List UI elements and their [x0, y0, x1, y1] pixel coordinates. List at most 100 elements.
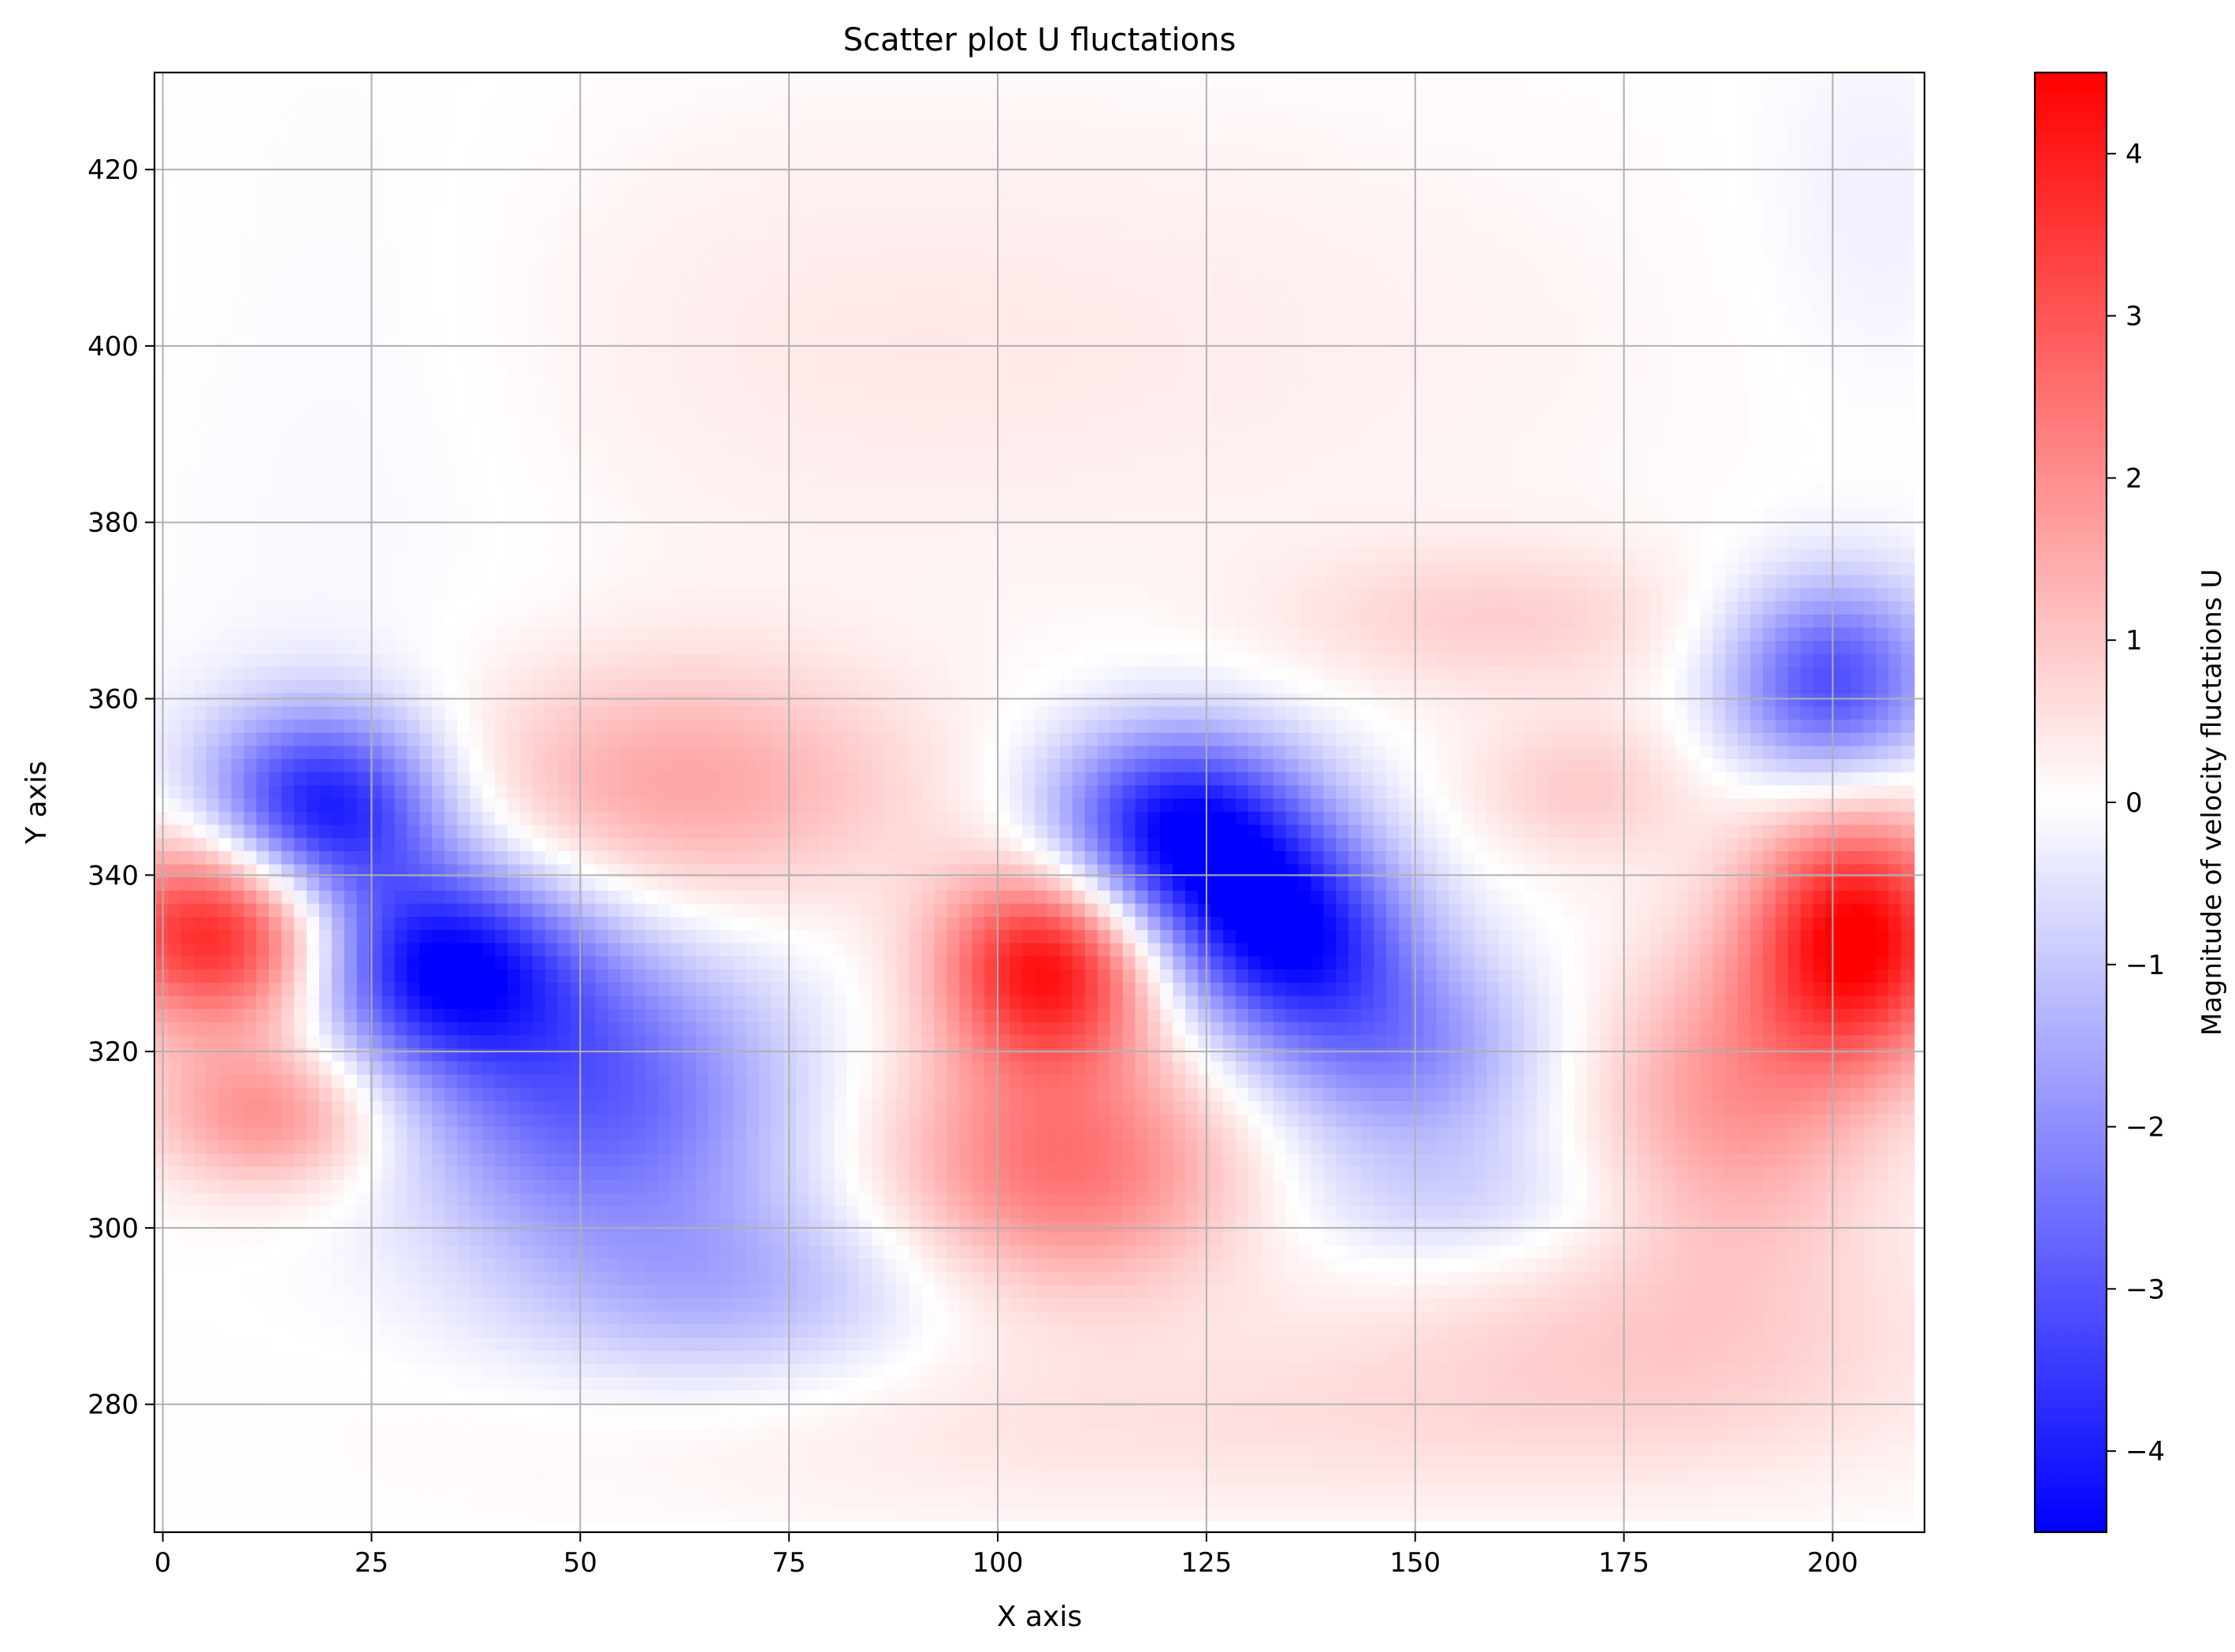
heatmap-cell — [595, 1192, 609, 1207]
heatmap-cell — [519, 547, 534, 562]
heatmap-cell — [633, 218, 647, 233]
heatmap-cell — [444, 928, 459, 943]
heatmap-cell — [168, 258, 183, 273]
heatmap-cell — [595, 218, 609, 233]
heatmap-cell — [356, 87, 371, 102]
heatmap-cell — [432, 731, 446, 746]
heatmap-cell — [658, 1192, 672, 1207]
heatmap-cell — [695, 311, 710, 326]
heatmap-cell — [294, 363, 308, 378]
heatmap-cell — [532, 1204, 547, 1219]
heatmap-cell — [281, 140, 296, 154]
heatmap-cell — [256, 311, 270, 326]
heatmap-cell — [381, 1310, 396, 1325]
heatmap-cell — [394, 429, 408, 444]
heatmap-cell — [269, 613, 283, 628]
heatmap-cell — [519, 468, 534, 483]
heatmap-cell — [444, 508, 459, 523]
heatmap-cell — [319, 1415, 333, 1430]
heatmap-cell — [658, 757, 672, 772]
heatmap-cell — [482, 902, 496, 917]
heatmap-cell — [519, 1060, 534, 1075]
heatmap-cell — [206, 1375, 220, 1390]
heatmap-cell — [432, 613, 446, 628]
heatmap-cell — [369, 1007, 384, 1022]
heatmap-cell — [193, 850, 208, 865]
heatmap-cell — [595, 87, 609, 102]
heatmap-cell — [344, 981, 359, 996]
heatmap-cell — [307, 1126, 321, 1140]
heatmap-cell — [180, 876, 195, 891]
heatmap-cell — [695, 1139, 710, 1154]
heatmap-cell — [231, 626, 245, 641]
heatmap-cell — [168, 1086, 183, 1101]
heatmap-cell — [180, 889, 195, 904]
heatmap-cell — [407, 521, 421, 536]
heatmap-cell — [206, 534, 220, 549]
heatmap-cell — [218, 994, 232, 1010]
heatmap-cell — [369, 1073, 384, 1088]
heatmap-cell — [168, 1310, 183, 1325]
heatmap-cell — [595, 442, 609, 457]
heatmap-cell — [344, 954, 359, 969]
heatmap-cell — [557, 350, 571, 365]
heatmap-cell — [344, 1271, 359, 1286]
heatmap-cell — [582, 718, 597, 733]
heatmap-cell — [269, 140, 283, 154]
heatmap-cell — [294, 1310, 308, 1325]
heatmap-cell — [633, 1126, 647, 1140]
heatmap-cell — [193, 1152, 208, 1167]
heatmap-cell — [231, 613, 245, 628]
heatmap-cell — [356, 153, 371, 168]
heatmap-cell — [457, 74, 471, 89]
heatmap-cell — [658, 232, 672, 247]
heatmap-cell — [231, 639, 245, 654]
heatmap-cell — [193, 389, 208, 404]
heatmap-cell — [570, 258, 584, 273]
heatmap-cell — [432, 192, 446, 207]
heatmap-cell — [394, 1218, 408, 1233]
heatmap-cell — [369, 1297, 384, 1312]
heatmap-cell — [582, 508, 597, 523]
heatmap-cell — [180, 1178, 195, 1193]
heatmap-cell — [570, 981, 584, 996]
heatmap-cell — [256, 1494, 270, 1509]
heatmap-cell — [231, 784, 245, 799]
heatmap-cell — [419, 297, 433, 312]
heatmap-cell — [444, 258, 459, 273]
heatmap-cell — [180, 1007, 195, 1022]
heatmap-cell — [269, 574, 283, 589]
heatmap-cell — [294, 1375, 308, 1390]
heatmap-cell — [281, 389, 296, 404]
heatmap-cell — [457, 954, 471, 969]
heatmap-cell — [256, 757, 270, 772]
heatmap-cell — [331, 389, 346, 404]
heatmap-cell — [482, 797, 496, 812]
heatmap-cell — [231, 850, 245, 865]
heatmap-cell — [507, 113, 522, 128]
heatmap-cell — [457, 389, 471, 404]
heatmap-cell — [507, 574, 522, 589]
heatmap-cell — [695, 771, 710, 786]
heatmap-cell — [294, 468, 308, 483]
heatmap-cell — [645, 665, 660, 680]
heatmap-cell — [595, 928, 609, 943]
heatmap-cell — [482, 744, 496, 760]
heatmap-cell — [432, 1375, 446, 1390]
heatmap-cell — [206, 1349, 220, 1364]
heatmap-cell — [519, 100, 534, 115]
heatmap-cell — [695, 705, 710, 720]
heatmap-cell — [256, 508, 270, 523]
heatmap-cell — [432, 218, 446, 233]
heatmap-cell — [620, 1468, 634, 1483]
heatmap-cell — [444, 482, 459, 497]
heatmap-cell — [720, 1244, 735, 1259]
heatmap-cell — [331, 994, 346, 1010]
heatmap-cell — [394, 784, 408, 799]
heatmap-cell — [645, 744, 660, 760]
heatmap-cell — [168, 271, 183, 286]
heatmap-cell — [419, 1310, 433, 1325]
heatmap-cell — [307, 403, 321, 418]
heatmap-cell — [218, 494, 232, 510]
heatmap-cell — [180, 100, 195, 115]
